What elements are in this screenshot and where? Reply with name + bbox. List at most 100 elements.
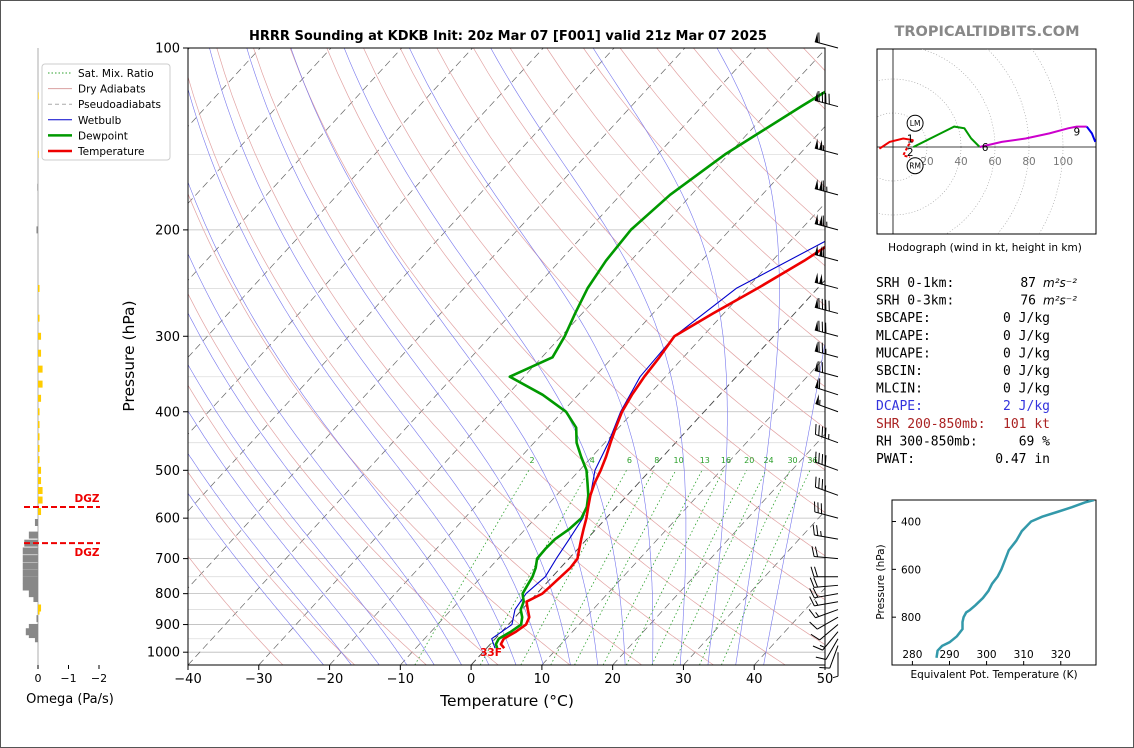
y-tick-label: 900 <box>155 618 180 633</box>
wind-barb <box>809 616 839 630</box>
pseudoadiabat-line <box>343 48 626 665</box>
wind-barb <box>815 377 839 396</box>
hodograph-height-label: 9 <box>1074 127 1081 139</box>
stat-unit: m²s⁻² <box>1043 276 1077 290</box>
wind-barb-full <box>810 633 820 641</box>
wind-barb-staff <box>814 584 839 588</box>
wind-barb-staff <box>825 638 839 660</box>
wind-barb-staff <box>816 616 839 630</box>
x-tick-label: 0 <box>467 672 475 687</box>
wind-barb-flag <box>815 394 819 405</box>
wind-barb-flag <box>814 320 819 331</box>
skewt-ylabel: Pressure (hPa) <box>120 300 138 411</box>
omega-bar <box>38 92 39 100</box>
dgz-label: DGZ <box>75 547 100 559</box>
pseudoadiabat-line <box>188 87 517 665</box>
omega-bar <box>38 394 42 402</box>
x-tick-label: −20 <box>316 672 343 687</box>
mixing-ratio-label: 4 <box>590 456 595 465</box>
skewt-background-lines <box>188 48 825 665</box>
wind-barb-flag <box>814 244 819 256</box>
wind-barb-half <box>815 600 819 606</box>
theta-e-ylabel: Pressure (hPa) <box>875 544 887 619</box>
wind-barb-staff <box>814 511 839 519</box>
omega-bar <box>38 365 43 373</box>
omega-bar <box>25 628 38 636</box>
wind-barb-full <box>821 454 824 465</box>
wind-barb-full <box>818 477 820 489</box>
theta-e-x-tick-label: 280 <box>902 649 922 661</box>
wind-barb <box>811 546 839 560</box>
mixing-ratio-line <box>721 470 811 665</box>
y-tick-label: 500 <box>155 464 180 479</box>
wind-barb-staff <box>814 601 839 607</box>
wind-barb-flag <box>819 215 823 226</box>
pseudoadiabat-line <box>188 410 380 665</box>
stat-value: 0 J/kg <box>1003 346 1050 361</box>
wind-barb-flag <box>814 297 819 309</box>
x-tick-label: 50 <box>817 672 834 687</box>
stat-label: MLCIN: <box>876 382 923 397</box>
wind-barb-staff <box>815 486 839 496</box>
omega-panel: DGZ DGZ 0 −1 −2 <box>22 48 107 685</box>
wind-barb-staff <box>822 631 839 651</box>
isotherm-line <box>188 48 544 435</box>
wind-barb-full <box>811 546 815 557</box>
wind-barb-full <box>809 588 815 599</box>
wind-barb <box>814 272 839 289</box>
y-tick-label: 400 <box>155 405 180 420</box>
wind-barb-staff <box>815 609 839 619</box>
x-tick-label: 10 <box>534 672 551 687</box>
wind-barb-staff <box>814 556 839 560</box>
mixing-ratio-line <box>414 470 530 665</box>
hodograph-height-label: 2 <box>907 147 914 159</box>
omega-bar <box>37 183 38 191</box>
stat-label: DCAPE: <box>876 399 923 414</box>
isotherm-line <box>329 125 825 665</box>
wind-barb <box>814 297 839 314</box>
wind-barb <box>819 645 839 669</box>
pseudoadiabat-line <box>763 340 825 665</box>
dry-adiabat-line <box>188 292 499 665</box>
pseudoadiabat-line <box>246 48 571 665</box>
wind-barb-flag <box>814 341 819 352</box>
y-tick-label: 700 <box>155 552 180 567</box>
omega-bar <box>38 496 43 504</box>
mixing-ratio-label: 6 <box>627 456 632 465</box>
theta-e-y-tick-label: 400 <box>901 517 921 529</box>
stat-label: SBCIN: <box>876 364 923 379</box>
stat-value: 101 kt <box>1003 417 1050 432</box>
hodograph-panel: 20 40 60 80 100 12 6 9 LM RM <box>876 48 1097 235</box>
mixing-ratio-line <box>574 470 677 665</box>
wind-barb-full <box>814 476 817 488</box>
stat-label: MLCAPE: <box>876 329 931 344</box>
stat-label: PWAT: <box>876 452 915 467</box>
wind-barb-flag <box>819 273 823 285</box>
omega-bar <box>38 433 40 441</box>
stat-value: 0 J/kg <box>1003 382 1050 397</box>
dry-adiabat-line <box>188 384 427 665</box>
wind-barb-flag <box>814 214 819 225</box>
wind-barb-flag <box>819 139 823 151</box>
wind-barb <box>814 501 839 519</box>
stat-value: 76 <box>1020 294 1036 309</box>
omega-tick-label: −1 <box>60 672 76 685</box>
wind-barb-half <box>815 612 820 617</box>
mixing-ratio-label: 13 <box>700 456 710 465</box>
pseudoadiabat-line <box>188 364 408 665</box>
wind-barb-staff <box>819 624 839 641</box>
wind-barb-full <box>816 525 819 536</box>
omega-bar <box>38 508 42 516</box>
dry-adiabat-line <box>289 48 825 646</box>
hodograph-segment <box>878 137 914 150</box>
brand-logo: TROPICALTIDBITS.COM <box>894 24 1079 40</box>
hodograph-segment <box>901 139 915 159</box>
wind-barb-half <box>820 530 822 537</box>
omega-bar <box>38 604 42 612</box>
legend-label: Wetbulb <box>78 115 122 127</box>
isotherm-line <box>188 48 686 589</box>
wind-barb-flag <box>815 377 819 389</box>
pseudoadiabat-line <box>188 181 490 665</box>
wind-barb-flag <box>814 138 819 150</box>
mixing-ratio-label: 16 <box>721 456 731 465</box>
